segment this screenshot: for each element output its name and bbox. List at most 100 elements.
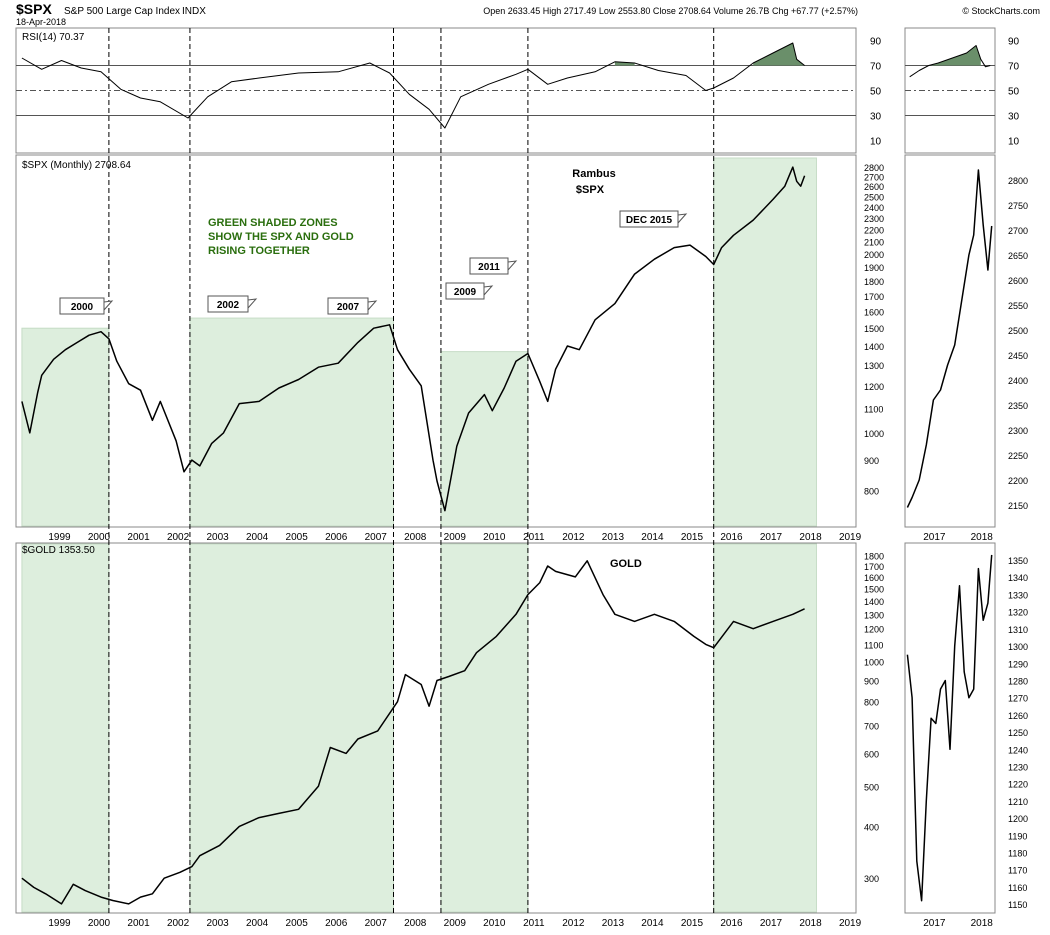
gold-zoom-ytick: 1290 — [1008, 659, 1028, 669]
gold-zoom-line — [906, 554, 993, 902]
spx-zoom-ytick: 2650 — [1008, 251, 1028, 261]
callout-2: 2007 — [327, 297, 378, 315]
rsi-zoom-line — [909, 45, 991, 78]
spx-xtick: 2013 — [602, 532, 625, 543]
callout-label: 2009 — [454, 287, 477, 298]
gold-zoom-frame — [904, 542, 996, 914]
gold-xtick: 2015 — [681, 918, 704, 929]
spx-ytick: 1000 — [864, 429, 884, 439]
callout-pointer — [103, 300, 114, 312]
header-ohlc: Open 2633.45 High 2717.49 Low 2553.80 Cl… — [483, 6, 858, 16]
gold-ytick: 1200 — [864, 625, 884, 635]
spx-ytick: 2600 — [864, 182, 884, 192]
gold-ytick: 1100 — [864, 640, 883, 650]
gold-ytick: 400 — [864, 822, 879, 832]
gridlines — [16, 65, 995, 116]
gold-xtick: 2016 — [720, 918, 743, 929]
spx-shaded-zone-1 — [189, 317, 395, 527]
spx-xtick: 2011 — [523, 532, 545, 543]
green-note-line-3: RISING TOGETHER — [208, 245, 310, 257]
gold-zoom-ytick: 1340 — [1008, 573, 1028, 583]
gold-xtick: 2001 — [127, 918, 150, 929]
spx-zoom-ytick: 2200 — [1008, 476, 1028, 486]
spx-title: $SPX (Monthly) 2708.64 — [22, 160, 131, 171]
gold-ytick: 1700 — [864, 562, 884, 572]
header-name: S&P 500 Large Cap Index — [64, 6, 180, 17]
gold-line — [21, 560, 805, 905]
gold-xtick: 2018 — [799, 918, 822, 929]
gold-xtick: 2002 — [167, 918, 190, 929]
spx-zoom-ytick: 2400 — [1008, 376, 1028, 386]
gold-ytick: 1400 — [864, 597, 884, 607]
gold-xtick: 2013 — [602, 918, 625, 929]
gold-ytick: 1500 — [864, 585, 884, 595]
gold-zoom-xtick: 2018 — [971, 918, 994, 929]
gold-ytick: 600 — [864, 749, 879, 759]
callouts: 2000 2002 2007 2009 2011 DEC 2015 — [59, 210, 688, 315]
gold-zoom-ytick: 1160 — [1008, 883, 1027, 893]
spx-ytick: 2300 — [864, 214, 884, 224]
gold-zoom-ytick: 1270 — [1008, 694, 1028, 704]
gold-zoom-ytick: 1330 — [1008, 590, 1028, 600]
gold-ytick: 500 — [864, 782, 879, 792]
gold-ytick: 1600 — [864, 573, 884, 583]
spx-ytick: 2700 — [864, 172, 884, 182]
spx-xtick: 2000 — [88, 532, 111, 543]
callout-pointer — [367, 300, 378, 312]
gold-zoom-ytick: 1260 — [1008, 711, 1028, 721]
series-lines — [21, 42, 993, 905]
green-note-line-1: GREEN SHADED ZONES — [208, 217, 338, 229]
header-date: 18-Apr-2018 — [16, 17, 66, 27]
rsi-zoom-overbought-fill — [928, 45, 981, 66]
spx-ytick: 1100 — [864, 404, 883, 414]
spx-zoom-line — [906, 169, 993, 508]
spx-ytick: 2800 — [864, 163, 884, 173]
gold-xtick: 2019 — [839, 918, 862, 929]
callout-label: 2000 — [71, 302, 94, 313]
gold-zoom-ytick: 1170 — [1008, 866, 1027, 876]
spx-zoom-ytick: 2600 — [1008, 276, 1028, 286]
spx-xtick: 2001 — [127, 532, 150, 543]
rambus-spx-label: $SPX — [576, 184, 605, 196]
callout-5: DEC 2015 — [619, 210, 688, 228]
spx-shaded-zone-2 — [440, 351, 529, 527]
gold-xtick: 1999 — [48, 918, 71, 929]
spx-line — [21, 166, 806, 512]
rsi-title: RSI(14) 70.37 — [22, 32, 85, 43]
gold-xtick: 2004 — [246, 918, 269, 929]
spx-ytick: 1300 — [864, 361, 884, 371]
spx-zoom-ytick: 2250 — [1008, 451, 1028, 461]
spx-ytick: 1600 — [864, 308, 884, 318]
gold-ytick: 800 — [864, 698, 879, 708]
rsi-zoom-ytick: 30 — [1008, 112, 1020, 123]
spx-xtick: 2016 — [720, 532, 743, 543]
spx-ytick: 2000 — [864, 250, 884, 260]
spx-panel-frame — [15, 154, 857, 528]
gold-zoom-ytick: 1310 — [1008, 625, 1028, 635]
gold-ytick: 1300 — [864, 610, 884, 620]
spx-zoom-ytick: 2500 — [1008, 326, 1028, 336]
spx-ytick: 1800 — [864, 277, 884, 287]
spx-shaded-zone-3 — [713, 157, 817, 527]
spx-zoom-xtick: 2018 — [971, 532, 994, 543]
rsi-zoom-ytick: 90 — [1008, 37, 1020, 48]
callout-pointer — [677, 213, 688, 225]
spx-xtick: 2003 — [206, 532, 229, 543]
spx-xtick: 2014 — [641, 532, 664, 543]
spx-ytick: 2100 — [864, 237, 884, 247]
spx-ytick: 900 — [864, 456, 879, 466]
spx-xtick: 2002 — [167, 532, 190, 543]
spx-ytick: 1400 — [864, 342, 884, 352]
gold-label: GOLD — [610, 558, 642, 570]
header-exchange: INDX — [182, 6, 206, 17]
spx-zoom-ytick: 2150 — [1008, 501, 1028, 511]
spx-xtick: 2007 — [365, 532, 388, 543]
green-note-line-2: SHOW THE SPX AND GOLD — [208, 231, 354, 243]
gold-shaded-zone-3 — [713, 543, 817, 913]
callout-label: DEC 2015 — [626, 215, 673, 226]
gold-xtick: 2012 — [562, 918, 585, 929]
gold-zoom-ytick: 1280 — [1008, 676, 1028, 686]
spx-ytick: 800 — [864, 487, 879, 497]
rsi-ytick: 10 — [870, 137, 882, 148]
